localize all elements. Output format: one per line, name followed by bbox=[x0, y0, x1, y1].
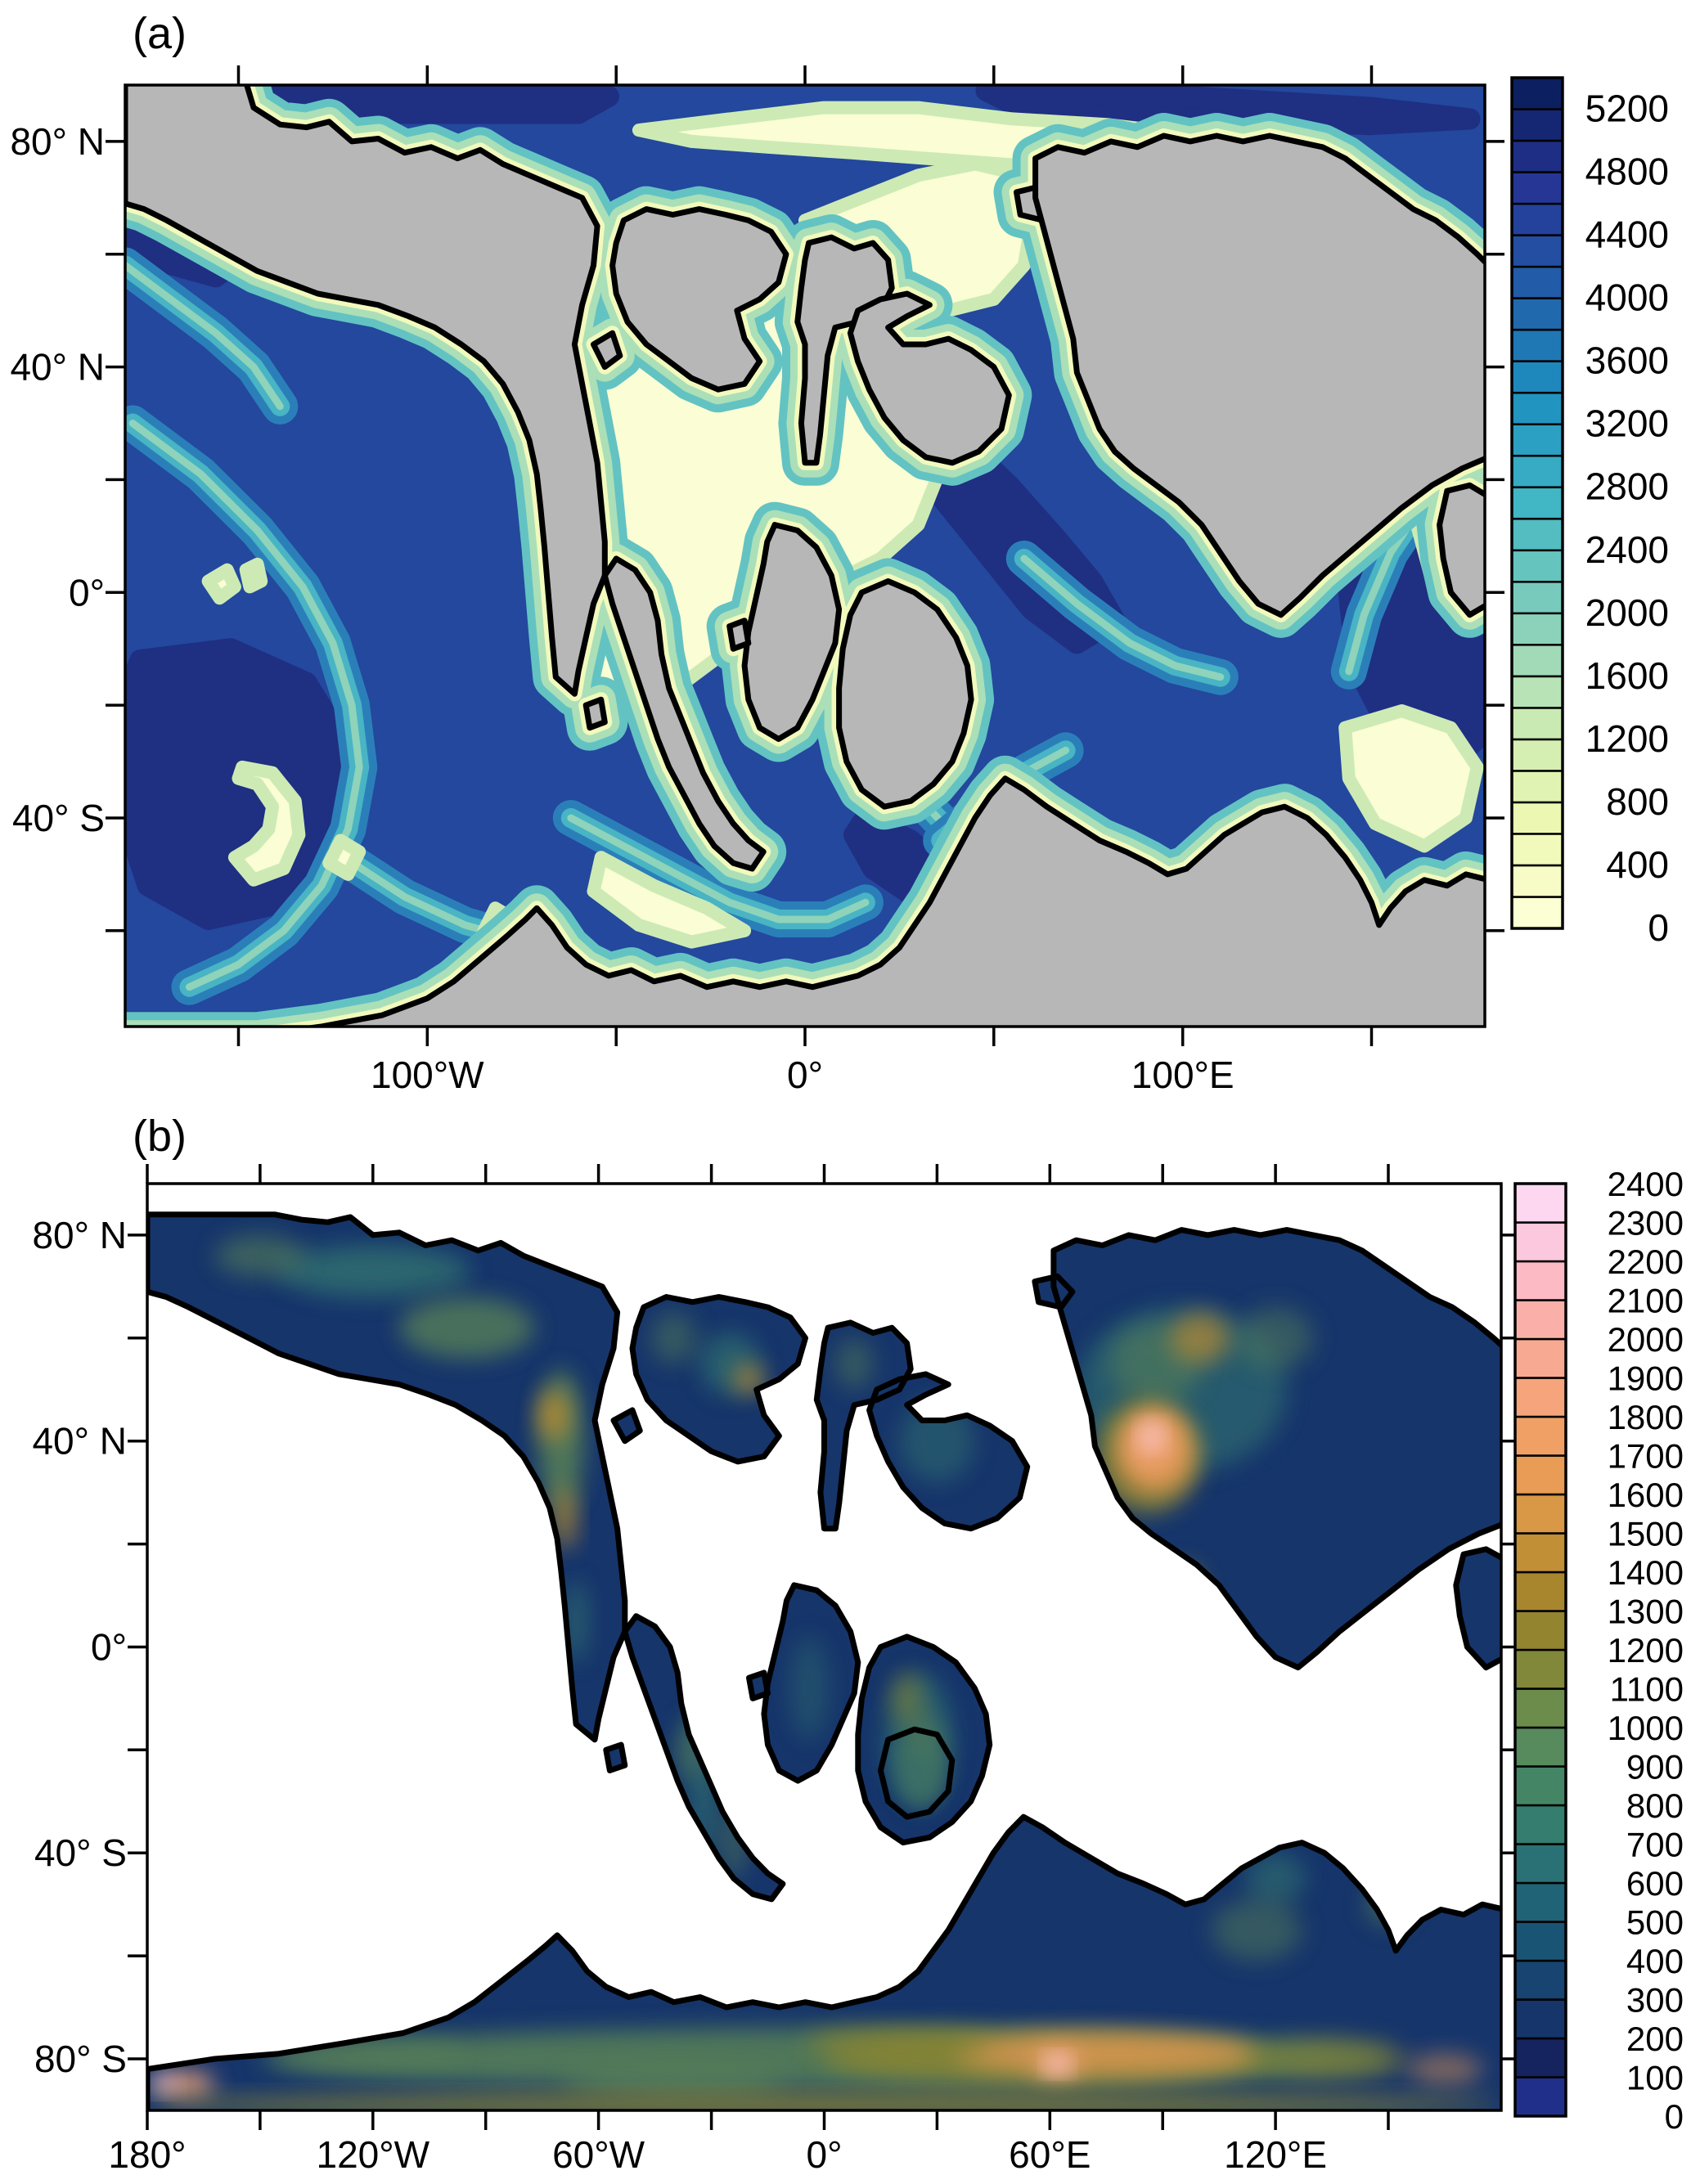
svg-text:60°E: 60°E bbox=[1009, 2133, 1091, 2176]
svg-text:4800: 4800 bbox=[1585, 151, 1669, 193]
svg-text:2000: 2000 bbox=[1585, 591, 1669, 634]
svg-text:80° N: 80° N bbox=[10, 120, 105, 163]
svg-text:1900: 1900 bbox=[1608, 1359, 1684, 1398]
svg-text:80° N: 80° N bbox=[32, 1214, 127, 1256]
svg-text:40° S: 40° S bbox=[12, 797, 105, 839]
panel-a-colorbar-labels: 5200480044004000360032002800240020001600… bbox=[1585, 88, 1669, 950]
svg-text:2200: 2200 bbox=[1608, 1243, 1684, 1281]
svg-text:900: 900 bbox=[1626, 1748, 1684, 1786]
svg-text:100°E: 100°E bbox=[1131, 1054, 1235, 1096]
svg-text:1600: 1600 bbox=[1585, 654, 1669, 697]
svg-text:2400: 2400 bbox=[1608, 1165, 1684, 1203]
svg-text:800: 800 bbox=[1626, 1786, 1684, 1825]
svg-text:1500: 1500 bbox=[1608, 1515, 1684, 1553]
svg-text:2300: 2300 bbox=[1608, 1204, 1684, 1243]
svg-text:80° S: 80° S bbox=[34, 2038, 127, 2080]
svg-text:700: 700 bbox=[1626, 1826, 1684, 1864]
svg-text:2400: 2400 bbox=[1585, 528, 1669, 571]
svg-text:0: 0 bbox=[1665, 2097, 1684, 2136]
svg-text:0: 0 bbox=[1648, 906, 1669, 949]
svg-text:1800: 1800 bbox=[1608, 1398, 1684, 1436]
svg-text:800: 800 bbox=[1606, 780, 1669, 823]
svg-text:60°W: 60°W bbox=[552, 2133, 645, 2176]
panel-a-axis-labels: 100°W 0° 100°E 80° N 40° N 0° 40° S bbox=[10, 120, 1234, 1096]
panel-b-colorbar bbox=[1513, 1182, 1567, 2118]
svg-text:4400: 4400 bbox=[1585, 213, 1669, 256]
panel-b-label: (b) bbox=[133, 1112, 187, 1161]
svg-text:1200: 1200 bbox=[1585, 717, 1669, 760]
svg-text:600: 600 bbox=[1626, 1864, 1684, 1903]
panel-a-colorbar bbox=[1510, 76, 1564, 930]
svg-text:2000: 2000 bbox=[1608, 1320, 1684, 1359]
panel-b-axis-labels: 180° 120°W 60°W 0° 60°E 120°E 80° N 40° N 0° 40° … bbox=[32, 1214, 1327, 2176]
svg-text:400: 400 bbox=[1606, 843, 1669, 886]
svg-text:4000: 4000 bbox=[1585, 276, 1669, 319]
svg-text:120°E: 120°E bbox=[1224, 2133, 1327, 2176]
svg-text:200: 200 bbox=[1626, 2020, 1684, 2058]
svg-text:180°: 180° bbox=[108, 2133, 186, 2176]
svg-text:0°: 0° bbox=[91, 1626, 127, 1669]
svg-text:40° N: 40° N bbox=[10, 346, 105, 389]
svg-text:1700: 1700 bbox=[1608, 1437, 1684, 1476]
svg-text:300: 300 bbox=[1626, 1981, 1684, 2020]
svg-text:100°W: 100°W bbox=[371, 1054, 484, 1096]
svg-text:40° N: 40° N bbox=[32, 1420, 127, 1463]
svg-text:2800: 2800 bbox=[1585, 465, 1669, 508]
panel-b-map: 180° 120°W 60°W 0° 60°E 120°E 80° N 40° N 0° 40° … bbox=[32, 1164, 1684, 2176]
svg-text:1600: 1600 bbox=[1608, 1476, 1684, 1514]
svg-text:3200: 3200 bbox=[1585, 402, 1669, 445]
panel-a-ticks bbox=[106, 65, 1504, 1046]
svg-text:1000: 1000 bbox=[1608, 1709, 1684, 1747]
svg-text:3600: 3600 bbox=[1585, 339, 1669, 382]
svg-text:400: 400 bbox=[1626, 1942, 1684, 1980]
svg-text:0°: 0° bbox=[69, 571, 105, 613]
panel-b-colorbar-labels: 2400230022002100200019001800170016001500… bbox=[1608, 1165, 1684, 2136]
panel-a-label: (a) bbox=[133, 9, 187, 58]
svg-text:0°: 0° bbox=[787, 1054, 823, 1096]
svg-text:120°W: 120°W bbox=[317, 2133, 430, 2176]
svg-text:0°: 0° bbox=[807, 2133, 843, 2176]
svg-text:40° S: 40° S bbox=[34, 1831, 127, 1874]
svg-text:1100: 1100 bbox=[1610, 1670, 1684, 1709]
svg-text:100: 100 bbox=[1626, 2059, 1684, 2097]
svg-text:2100: 2100 bbox=[1608, 1282, 1684, 1320]
panel-a-map: 100°W 0° 100°E 80° N 40° N 0° 40° S 5200 4800 440… bbox=[10, 65, 1669, 1096]
svg-text:5200: 5200 bbox=[1585, 88, 1669, 130]
svg-text:1400: 1400 bbox=[1608, 1553, 1684, 1592]
svg-text:1300: 1300 bbox=[1608, 1593, 1684, 1631]
svg-text:1200: 1200 bbox=[1608, 1631, 1684, 1669]
svg-text:500: 500 bbox=[1626, 1903, 1684, 1942]
